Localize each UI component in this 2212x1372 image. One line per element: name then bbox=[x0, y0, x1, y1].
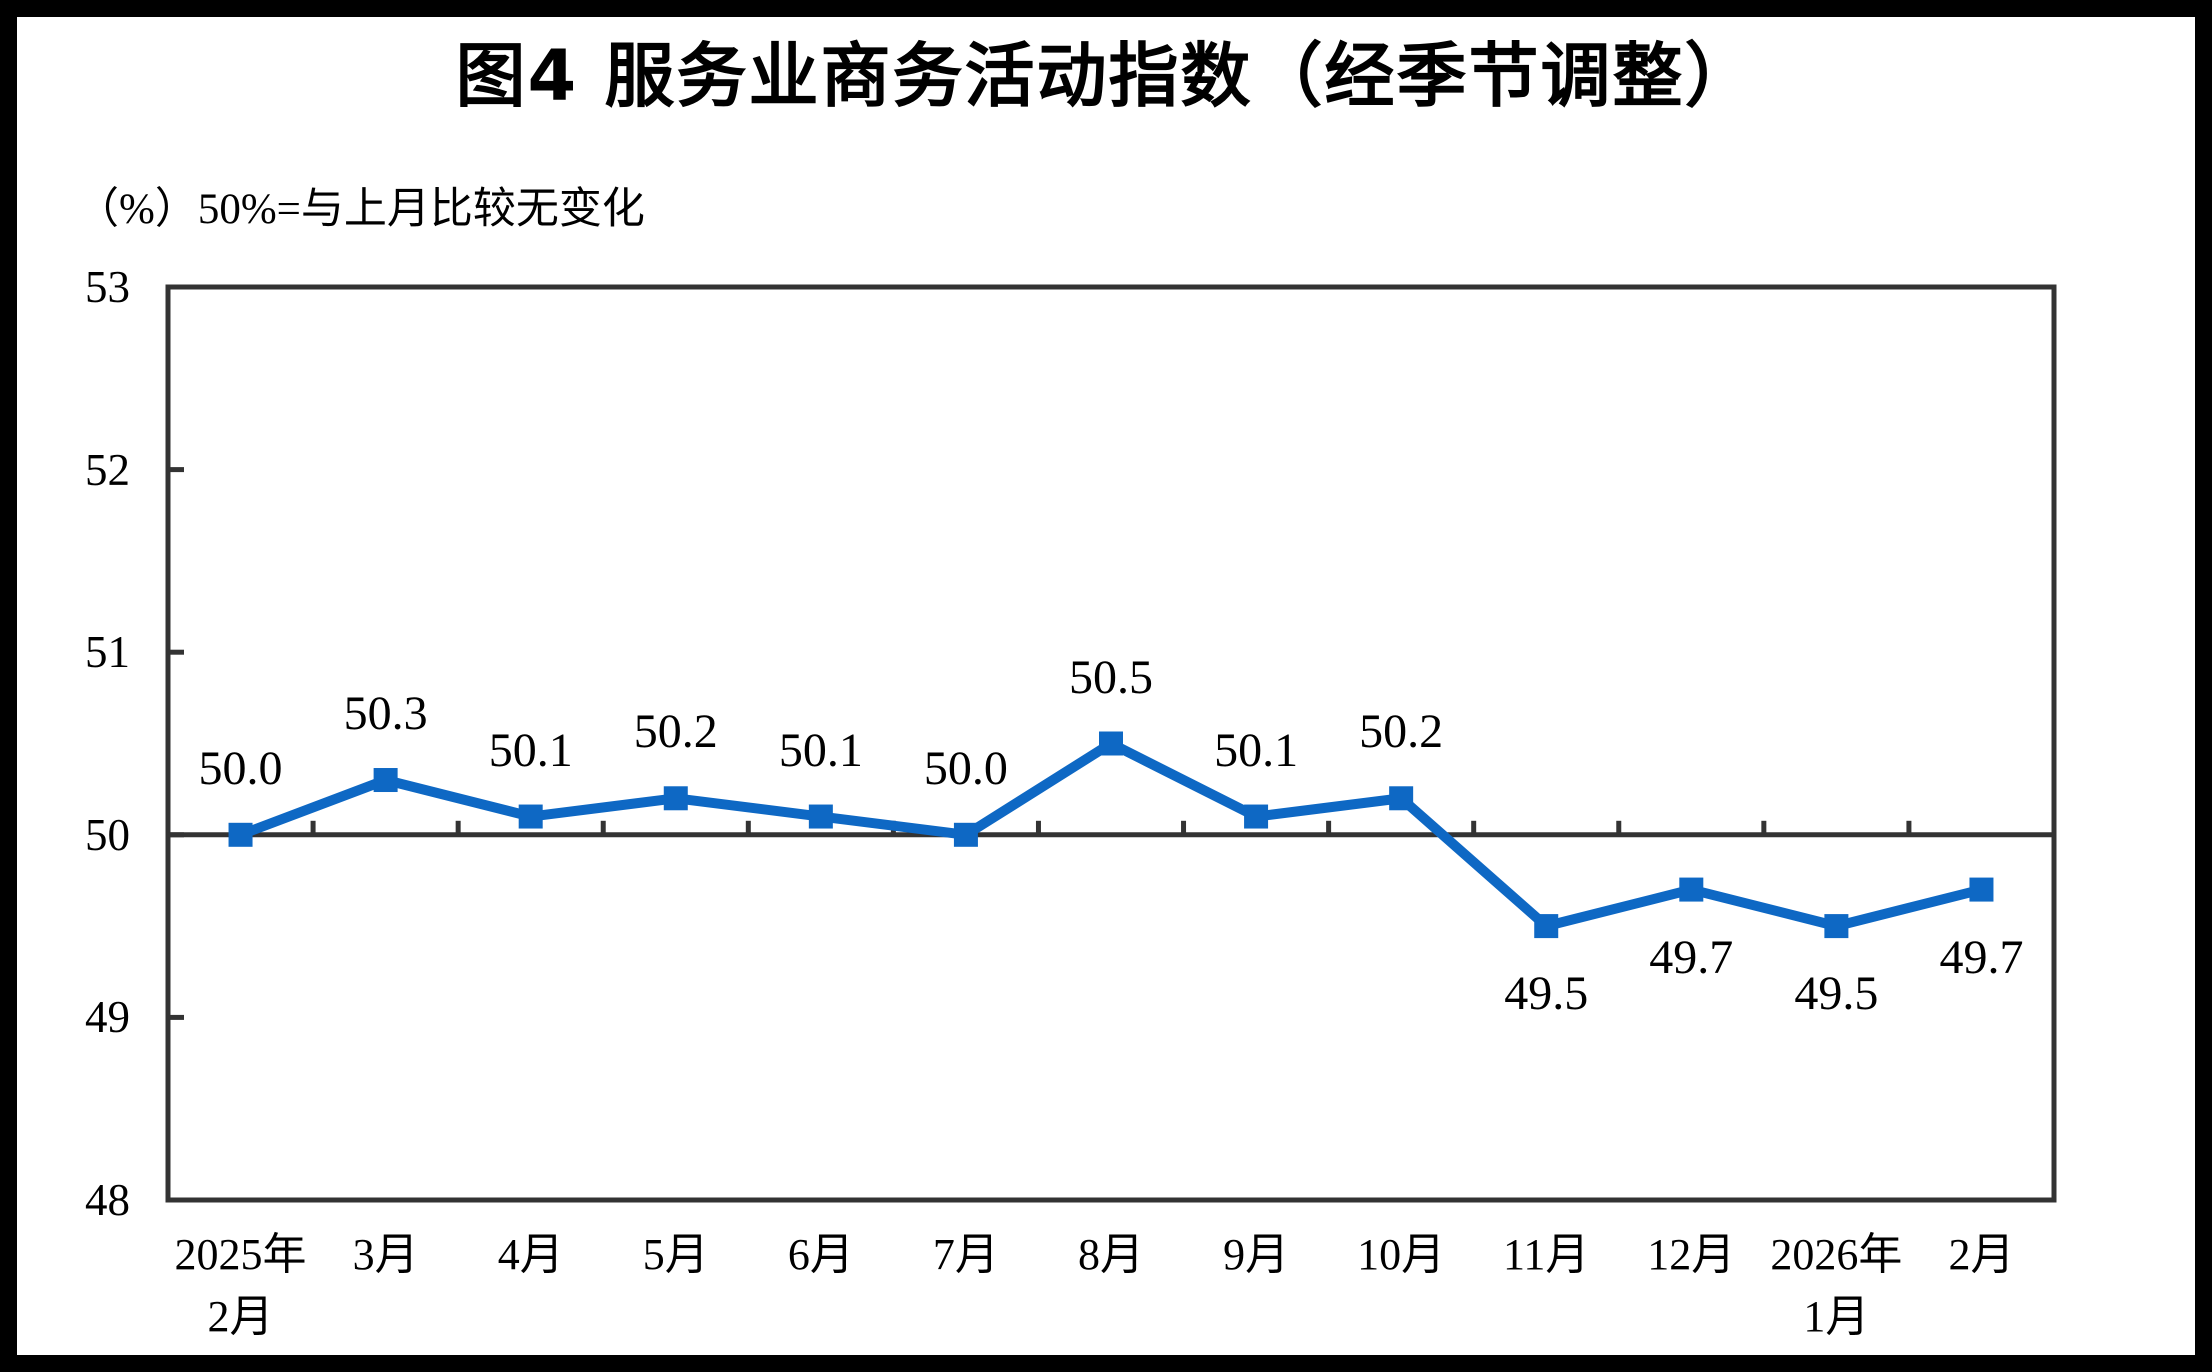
plot-border bbox=[165, 284, 2057, 1203]
data-point-label: 50.5 bbox=[1069, 650, 1153, 704]
x-tick-label: 5月 bbox=[642, 1230, 709, 1279]
data-point-label: 49.7 bbox=[1649, 930, 1734, 984]
y-tick-label: 49 bbox=[85, 992, 130, 1043]
data-point-label: 49.5 bbox=[1504, 967, 1589, 1021]
x-tick-label: 2026年 1月 bbox=[1770, 1230, 1903, 1341]
data-point-label: 49.7 bbox=[1939, 930, 2024, 984]
data-point-marker bbox=[228, 822, 253, 847]
y-tick-label: 51 bbox=[85, 627, 130, 678]
data-point-label: 50.0 bbox=[923, 741, 1008, 795]
data-point-marker bbox=[1099, 731, 1123, 756]
y-tick-label: 50 bbox=[85, 809, 130, 860]
data-point-marker bbox=[1244, 804, 1269, 829]
data-point-marker bbox=[1389, 786, 1414, 811]
data-point-marker bbox=[518, 804, 543, 829]
data-point-marker bbox=[373, 768, 398, 793]
data-point-marker bbox=[953, 822, 978, 847]
data-point-label: 50.1 bbox=[778, 723, 863, 777]
data-point-marker bbox=[1969, 877, 1994, 902]
data-point-label: 49.5 bbox=[1794, 967, 1879, 1021]
data-point-label: 50.2 bbox=[633, 705, 718, 759]
x-tick-label: 6月 bbox=[787, 1230, 854, 1279]
x-tick-label: 4月 bbox=[497, 1230, 564, 1279]
x-tick-label: 11月 bbox=[1503, 1230, 1590, 1279]
x-tick-label: 9月 bbox=[1223, 1230, 1290, 1279]
y-tick-label: 52 bbox=[85, 444, 130, 495]
x-tick-label: 2月 bbox=[1948, 1230, 2015, 1279]
x-tick-label: 8月 bbox=[1078, 1230, 1144, 1279]
data-point-label: 50.1 bbox=[488, 723, 573, 777]
data-point-marker bbox=[1679, 877, 1704, 902]
data-point-marker bbox=[1824, 914, 1849, 939]
chart-title: 图4 服务业商务活动指数（经季节调整） bbox=[455, 35, 1757, 117]
x-tick-label: 2025年 2月 bbox=[174, 1230, 307, 1341]
x-tick-label: 10月 bbox=[1357, 1230, 1446, 1279]
data-point-label: 50.3 bbox=[343, 687, 428, 741]
data-point-label: 50.1 bbox=[1214, 723, 1299, 777]
data-point-label: 50.0 bbox=[198, 741, 283, 795]
data-point-marker bbox=[808, 804, 833, 829]
x-tick-label: 12月 bbox=[1647, 1230, 1736, 1279]
y-tick-label: 53 bbox=[85, 262, 130, 312]
x-tick-label: 7月 bbox=[932, 1230, 999, 1279]
data-point-marker bbox=[1534, 914, 1559, 939]
x-tick-label: 3月 bbox=[352, 1230, 419, 1279]
data-point-marker bbox=[663, 786, 688, 811]
data-point-label: 50.2 bbox=[1359, 705, 1444, 759]
axis-unit-note: （%）50%=与上月比较无变化 bbox=[76, 186, 645, 233]
y-tick-label: 48 bbox=[85, 1175, 130, 1225]
